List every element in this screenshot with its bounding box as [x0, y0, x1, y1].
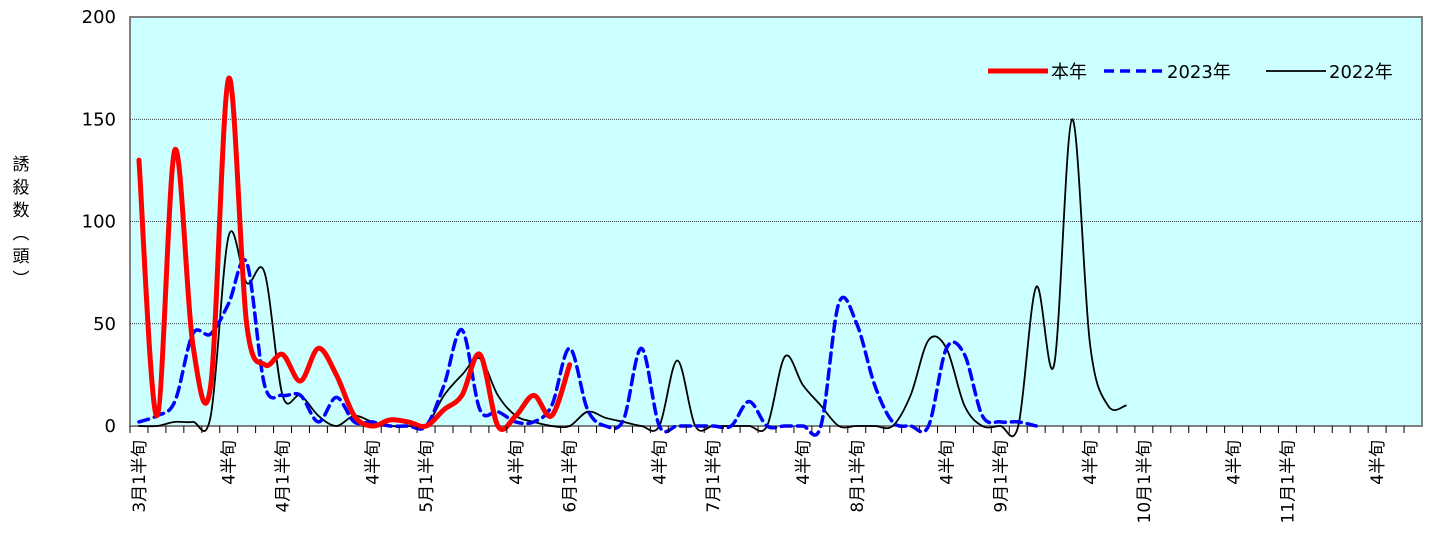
x-tick-label: 11月1半旬 — [1278, 440, 1298, 523]
x-tick-label: 5月1半旬 — [417, 440, 437, 513]
y-label-char: ︶ — [13, 270, 30, 290]
x-tick-label: 4半旬 — [937, 440, 957, 485]
x-tick-label: 10月1半旬 — [1135, 440, 1155, 523]
x-tick-label: 4半旬 — [507, 440, 527, 485]
x-axis-ticks: 3月1半旬 4半旬 4月1半旬 4半旬 5月1半旬 4半旬 6月1半旬 4半旬 7月1半旬 4半旬… — [129, 426, 1405, 523]
y-tick-label: 150 — [82, 109, 116, 130]
y-label-char: 殺 — [13, 178, 30, 198]
legend-label: 2023年 — [1167, 62, 1231, 83]
y-label-char: 誘 — [13, 155, 30, 175]
y-tick-label: 200 — [82, 7, 116, 28]
x-tick-label: 3月1半旬 — [130, 440, 150, 513]
y-label-char: ︵ — [13, 224, 30, 244]
x-tick-label: 4半旬 — [794, 440, 814, 485]
grid-lines — [130, 118, 1422, 325]
y-tick-label: 100 — [82, 212, 116, 233]
series-line-本年 — [136, 75, 573, 432]
x-tick-label: 4半旬 — [220, 440, 240, 485]
legend-label: 本年 — [1051, 62, 1087, 83]
x-tick-label: 4半旬 — [650, 440, 670, 485]
x-tick-label: 4半旬 — [1225, 440, 1245, 485]
x-tick-label: 6月1半旬 — [561, 440, 581, 513]
x-tick-label: 4月1半旬 — [274, 440, 294, 513]
x-tick-label: 4半旬 — [1081, 440, 1101, 485]
series-line-2023年 — [137, 258, 1038, 437]
y-tick-label: 50 — [93, 314, 116, 335]
x-tick-label: 9月1半旬 — [991, 440, 1011, 513]
series-line-2022年 — [138, 118, 1127, 438]
x-tick-label: 4半旬 — [1368, 440, 1388, 485]
x-tick-label: 7月1半旬 — [704, 440, 724, 513]
x-tick-label: 4半旬 — [363, 440, 383, 485]
y-label-char: 頭 — [13, 247, 30, 267]
y-axis-ticks: 0 50 100 150 200 — [82, 7, 116, 437]
y-axis-label: 誘殺数 ︵ 頭 ︶ — [13, 155, 30, 290]
legend: 本年 2023年 2022年 — [988, 62, 1393, 83]
legend-label: 2022年 — [1329, 62, 1393, 83]
x-tick-label: 8月1半旬 — [848, 440, 868, 513]
y-tick-label: 0 — [105, 416, 116, 437]
y-label-char: 数 — [13, 201, 30, 221]
